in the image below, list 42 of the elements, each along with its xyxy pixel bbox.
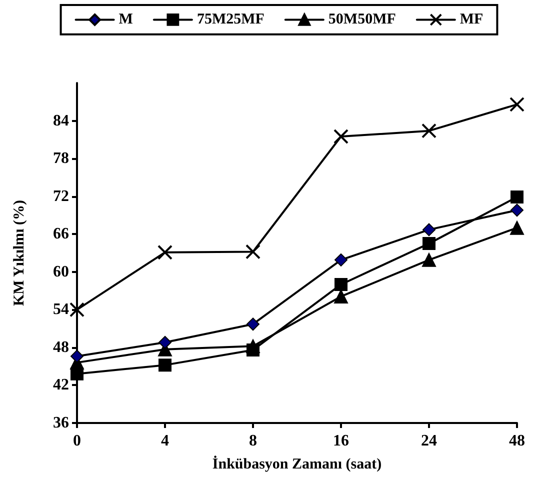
point [334, 278, 348, 291]
point [510, 204, 524, 217]
point [422, 237, 436, 250]
point [510, 190, 524, 204]
x-tick-label: 24 [421, 432, 437, 450]
x-tick-label: 48 [509, 432, 525, 450]
x-tick-label: 4 [161, 432, 169, 450]
y-tick-label: 78 [53, 150, 69, 168]
legend-label: 75M25MF [196, 12, 264, 28]
point [158, 336, 172, 349]
y-tick-label: 36 [53, 414, 69, 432]
x-tick-label: 0 [73, 432, 81, 450]
point [70, 367, 84, 380]
legend-label: 50M50MF [328, 12, 396, 28]
point [510, 96, 524, 112]
point [334, 253, 348, 266]
point [70, 302, 84, 318]
y-axis-title: KM Yıkılmı (%) [12, 200, 28, 306]
x-axis-title: İnkübasyon Zamanı (saat) [212, 456, 382, 472]
point [158, 358, 172, 372]
y-tick-label: 72 [53, 188, 69, 205]
x-tick-label: 16 [333, 432, 349, 450]
y-tick-label: 60 [53, 263, 69, 280]
point [70, 350, 84, 363]
x-tick-label: 8 [249, 432, 257, 450]
point [246, 318, 260, 331]
legend-label: M [118, 12, 133, 28]
point [158, 244, 172, 260]
point [422, 123, 436, 138]
point [246, 343, 260, 356]
point [510, 220, 524, 235]
point [334, 129, 348, 144]
y-tick-label: 84 [53, 112, 69, 130]
y-tick-label: 42 [53, 376, 69, 394]
point [422, 223, 436, 236]
y-tick-label: 54 [53, 301, 69, 318]
legend-label: MF [460, 12, 484, 28]
y-tick-label: 48 [53, 338, 69, 356]
point [422, 252, 436, 267]
y-tick-label: 66 [53, 226, 69, 243]
point [334, 289, 348, 304]
point [246, 244, 260, 260]
